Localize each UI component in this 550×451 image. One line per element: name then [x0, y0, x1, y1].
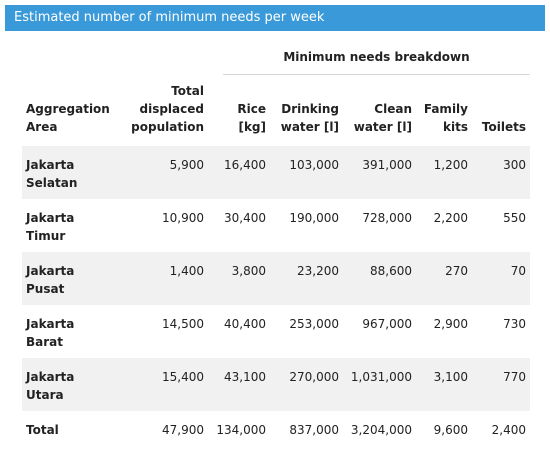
- row-drinking-water: 190,000: [289, 211, 339, 225]
- total-family-kits: 9,600: [433, 423, 468, 437]
- table-row: Jakarta Utara 15,400 43,100 270,000 1,031…: [22, 358, 530, 411]
- header-area: Aggregation Area: [26, 102, 110, 134]
- row-rice: 3,800: [208, 252, 270, 305]
- row-area: Jakarta Pusat: [22, 252, 122, 305]
- breakdown-divider: [223, 74, 530, 75]
- needs-table-container: Aggregation Area Total displaced population…: [22, 82, 530, 451]
- row-rice: 40,400: [224, 317, 266, 331]
- row-clean-water: 967,000: [362, 317, 412, 331]
- total-rice: 134,000: [216, 423, 266, 437]
- row-clean-water: 1,031,000: [343, 358, 416, 411]
- row-population: 5,900: [122, 146, 208, 199]
- row-rice: 30,400: [224, 211, 266, 225]
- row-drinking-water: 270,000: [270, 358, 343, 411]
- row-family-kits: 3,100: [416, 358, 472, 411]
- row-clean-water: 88,600: [343, 252, 416, 305]
- row-toilets: 730: [503, 317, 526, 331]
- row-family-kits: 1,200: [416, 146, 472, 199]
- row-rice: 16,400: [208, 146, 270, 199]
- row-area: Jakarta Selatan: [22, 146, 122, 199]
- row-toilets: 770: [472, 358, 530, 411]
- row-area: Jakarta Timur: [26, 211, 75, 243]
- row-rice: 43,100: [208, 358, 270, 411]
- page-title: Estimated number of minimum needs per we…: [5, 5, 545, 31]
- total-label: Total: [26, 423, 59, 437]
- header-rice: Rice [kg]: [237, 102, 266, 134]
- total-toilets: 2,400: [491, 423, 526, 437]
- row-population: 14,500: [162, 317, 204, 331]
- total-clean-water: 3,204,000: [350, 423, 412, 437]
- table-row: Jakarta Timur 10,900 30,400 190,000 728,0…: [22, 199, 530, 252]
- row-population: 15,400: [122, 358, 208, 411]
- header-clean-water: Clean water [l]: [353, 102, 412, 134]
- row-population: 10,900: [162, 211, 204, 225]
- total-drinking-water: 837,000: [289, 423, 339, 437]
- row-toilets: 300: [472, 146, 530, 199]
- header-family-kits: Family kits: [423, 102, 468, 134]
- row-clean-water: 728,000: [362, 211, 412, 225]
- header-toilets: Toilets: [481, 120, 526, 134]
- table-row: Jakarta Selatan 5,900 16,400 103,000 391,…: [22, 146, 530, 199]
- row-drinking-water: 23,200: [270, 252, 343, 305]
- total-population: 47,900: [162, 423, 204, 437]
- row-area: Jakarta Utara: [22, 358, 122, 411]
- row-toilets: 70: [472, 252, 530, 305]
- table-header-row: Aggregation Area Total displaced population…: [22, 82, 530, 146]
- row-family-kits: 270: [416, 252, 472, 305]
- header-drinking-water: Drinking water [l]: [280, 102, 339, 134]
- row-family-kits: 2,200: [433, 211, 468, 225]
- row-clean-water: 391,000: [343, 146, 416, 199]
- header-population: Total displaced population: [131, 84, 204, 134]
- row-population: 1,400: [122, 252, 208, 305]
- row-toilets: 550: [503, 211, 526, 225]
- needs-table: Aggregation Area Total displaced population…: [22, 82, 530, 451]
- total-row: Total 47,900 134,000 837,000 3,204,000 9…: [22, 411, 530, 451]
- breakdown-heading: Minimum needs breakdown: [283, 50, 470, 64]
- row-area: Jakarta Barat: [26, 317, 75, 349]
- row-family-kits: 2,900: [433, 317, 468, 331]
- row-drinking-water: 103,000: [270, 146, 343, 199]
- table-row: Jakarta Barat 14,500 40,400 253,000 967,0…: [22, 305, 530, 358]
- table-row: Jakarta Pusat 1,400 3,800 23,200 88,600 2…: [22, 252, 530, 305]
- row-drinking-water: 253,000: [289, 317, 339, 331]
